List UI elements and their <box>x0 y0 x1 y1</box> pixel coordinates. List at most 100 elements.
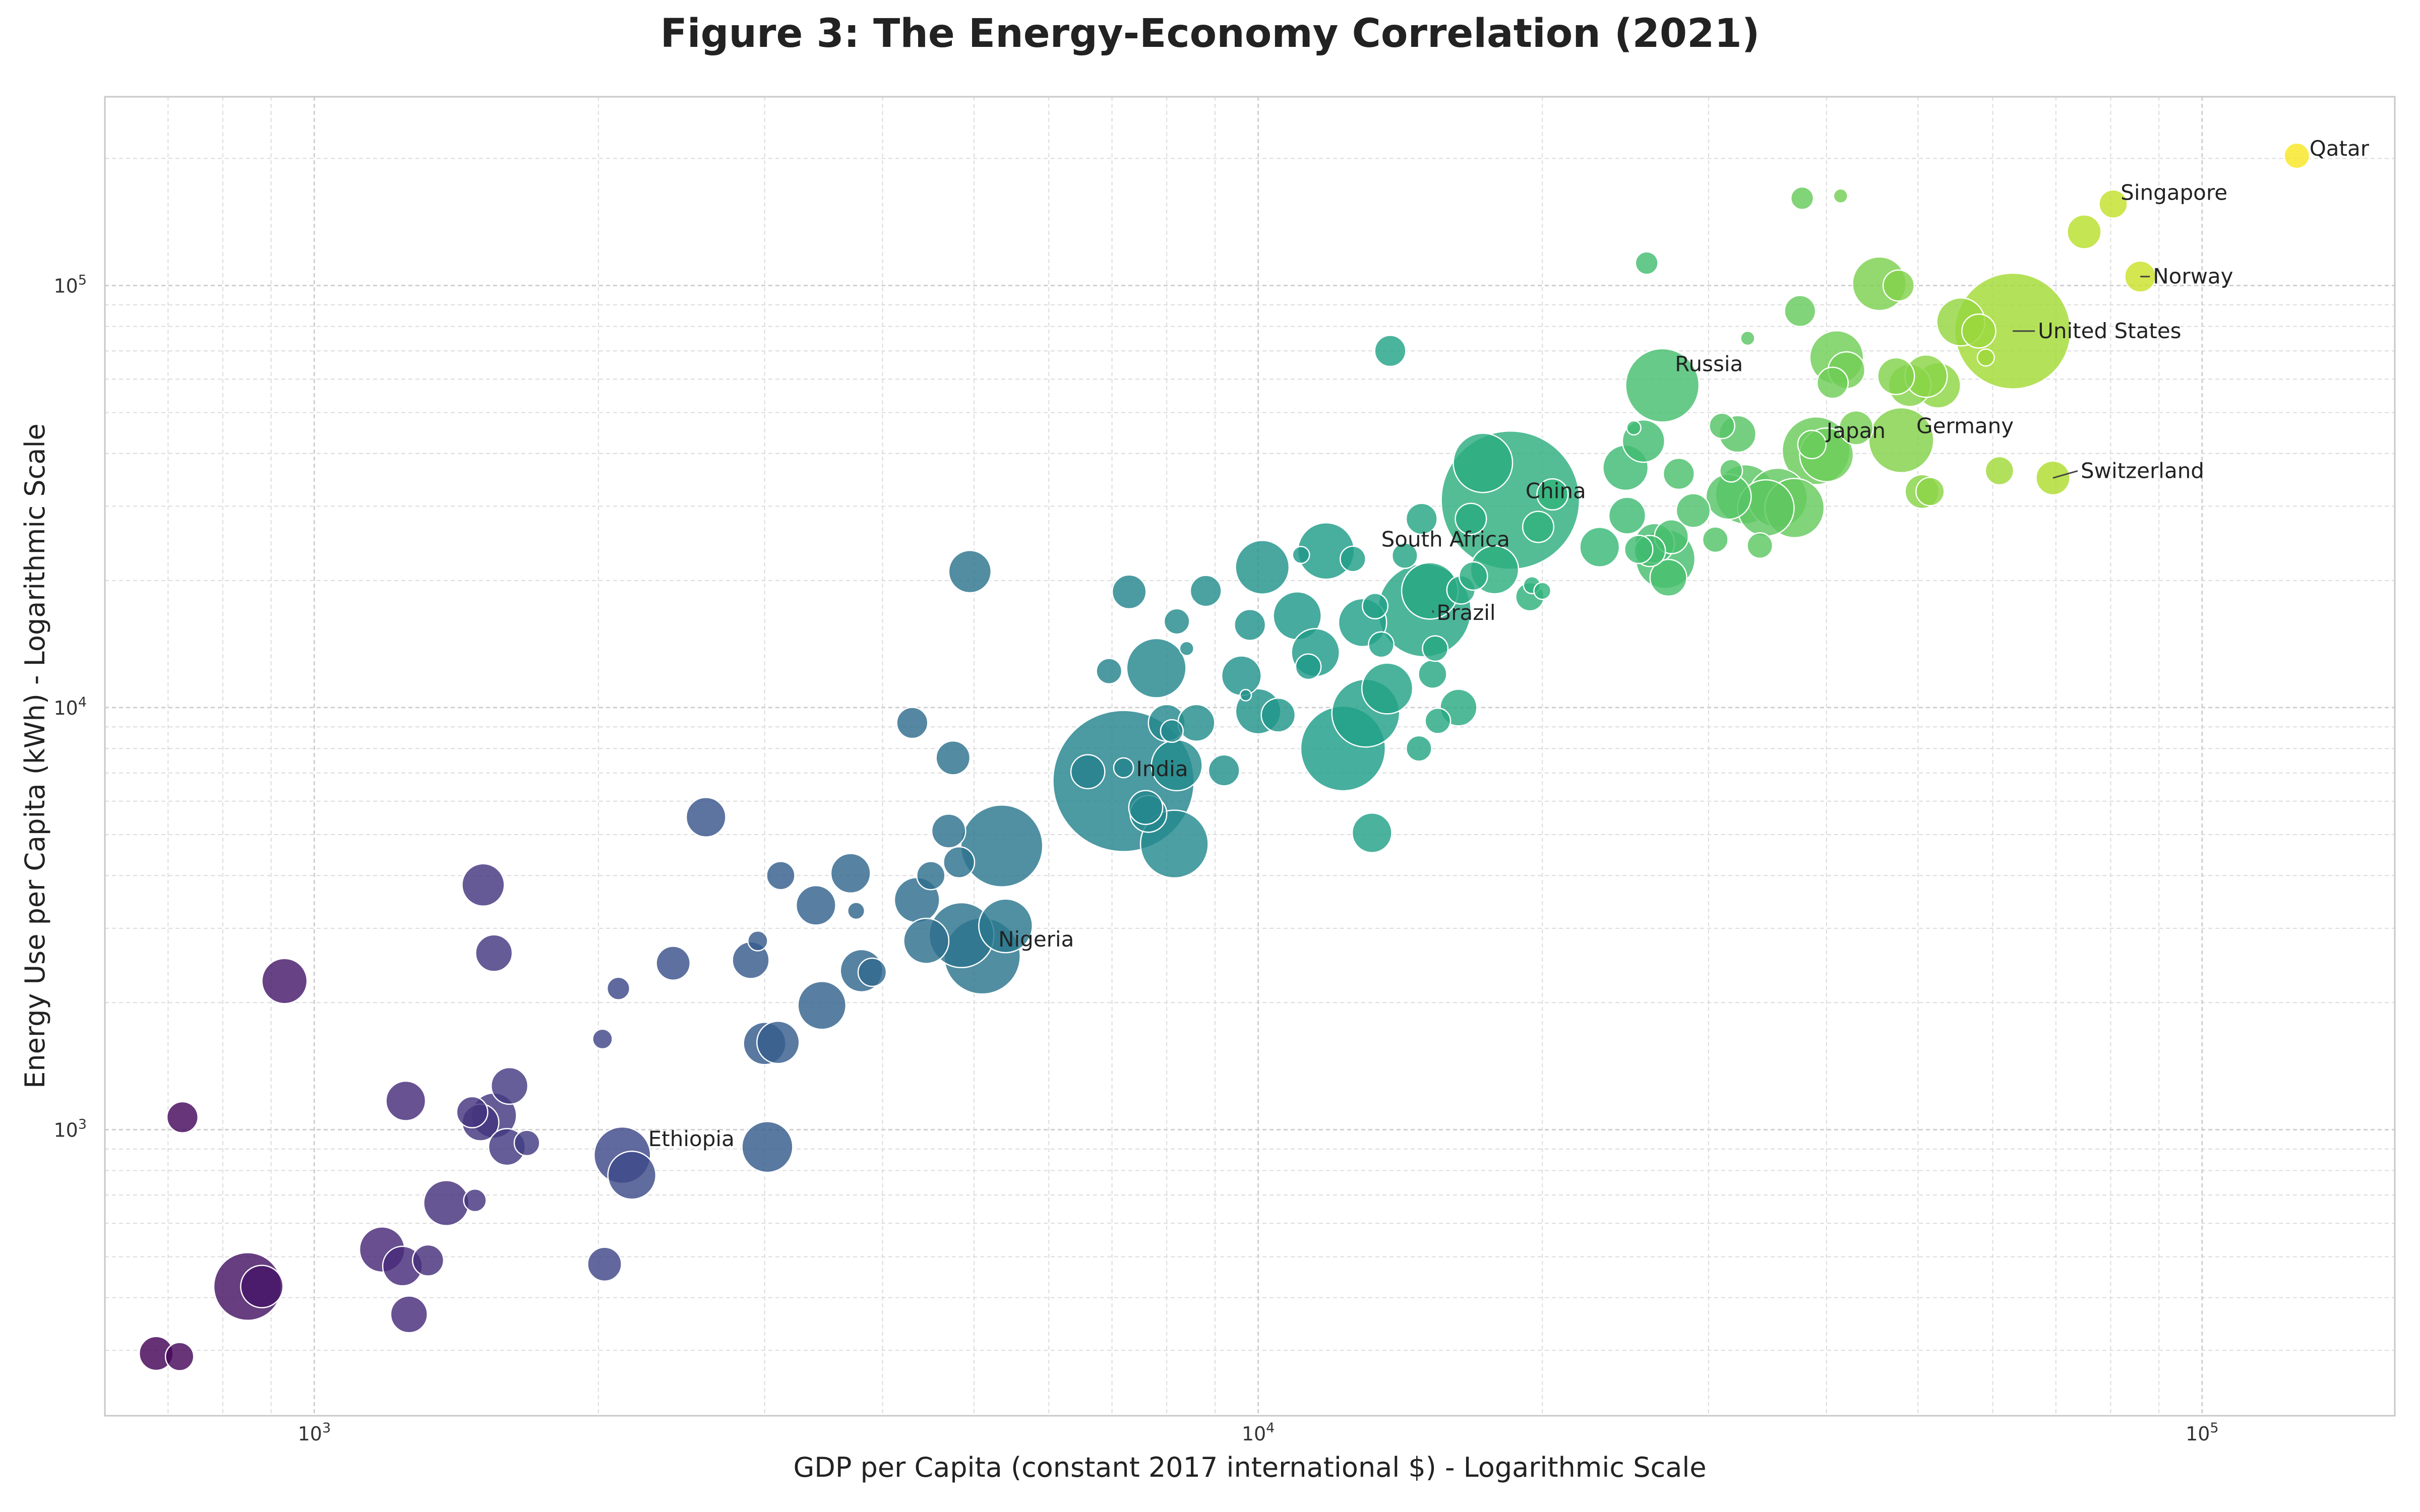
data-point <box>1877 357 1915 395</box>
data-point <box>1128 790 1164 825</box>
annotation-label: United States <box>2038 319 2181 343</box>
data-point <box>1239 688 1252 702</box>
annotation-label: Japan <box>1825 418 1886 443</box>
data-point <box>1113 757 1134 779</box>
annotation-leader <box>2052 470 2078 479</box>
plot-frame <box>104 96 2396 1417</box>
data-point <box>747 930 768 952</box>
data-point <box>587 1246 622 1282</box>
annotation-label: Brazil <box>1436 600 1495 625</box>
data-point <box>1160 719 1184 743</box>
data-point <box>1163 608 1190 635</box>
y-axis-label: Energy Use per Capita (kWh) - Logarithmi… <box>19 423 51 1088</box>
data-point <box>795 885 836 926</box>
data-point <box>1235 540 1290 595</box>
data-point <box>1234 608 1266 641</box>
annotation-label: India <box>1136 757 1188 781</box>
data-point <box>1608 496 1647 535</box>
data-point <box>1976 348 1995 367</box>
data-point <box>943 846 976 878</box>
data-point <box>1424 707 1451 734</box>
annotation-label: Russia <box>1675 352 1743 376</box>
data-point <box>385 1080 427 1121</box>
data-point <box>2098 189 2128 219</box>
data-point <box>1096 658 1123 685</box>
data-point <box>1662 458 1695 490</box>
data-point <box>1624 534 1654 564</box>
data-point <box>1882 269 1915 302</box>
data-point <box>655 946 691 981</box>
data-point <box>463 1188 487 1213</box>
data-point <box>857 957 887 987</box>
data-point <box>1961 313 1996 349</box>
data-point <box>423 1179 470 1227</box>
data-point <box>1797 429 1827 460</box>
data-point <box>1868 407 1934 474</box>
data-point <box>475 934 513 972</box>
x-tick-label: 104 <box>1242 1420 1275 1445</box>
data-point <box>240 1265 284 1308</box>
data-point <box>390 1295 428 1334</box>
annotation-label: Qatar <box>2310 136 2370 161</box>
data-point <box>948 549 992 594</box>
data-point <box>1838 410 1874 446</box>
data-point <box>978 898 1034 954</box>
data-point <box>461 863 505 907</box>
data-point <box>1984 456 2015 486</box>
data-point <box>1459 561 1488 591</box>
data-point <box>685 796 727 838</box>
data-point <box>1453 432 1514 493</box>
data-point <box>1816 366 1849 399</box>
data-point <box>261 958 308 1004</box>
data-point <box>1126 638 1187 699</box>
annotation-label: Nigeria <box>998 927 1074 952</box>
y-tick-label: 105 <box>53 272 87 297</box>
data-point <box>797 980 847 1030</box>
data-point <box>1070 754 1106 789</box>
data-point <box>1189 575 1222 607</box>
data-point <box>1455 502 1487 535</box>
annotation-label: South Africa <box>1381 527 1510 552</box>
data-point <box>166 1101 199 1133</box>
annotation-leader <box>1431 610 1434 613</box>
data-point <box>741 1121 794 1173</box>
annotation-label: Germany <box>1916 413 2014 438</box>
data-point <box>2283 142 2311 169</box>
data-point <box>1207 754 1240 787</box>
annotation-label: Switzerland <box>2081 458 2204 483</box>
data-point <box>1177 704 1216 742</box>
data-point <box>606 976 631 1000</box>
data-point <box>847 902 866 920</box>
data-point <box>1833 188 1849 204</box>
data-point <box>1746 532 1774 559</box>
x-tick-label: 105 <box>2186 1420 2219 1445</box>
data-point <box>1579 527 1620 568</box>
data-point <box>1361 662 1414 715</box>
data-point <box>1368 631 1395 658</box>
data-point <box>1221 655 1262 697</box>
data-point <box>766 860 796 891</box>
data-points <box>138 142 2311 1371</box>
data-point <box>756 1020 800 1064</box>
data-point <box>1418 659 1447 689</box>
chart-title: Figure 3: The Energy-Economy Correlation… <box>660 11 1760 56</box>
data-point <box>1111 574 1147 610</box>
y-tick-label: 104 <box>53 695 87 719</box>
grid-lines <box>104 97 2395 1416</box>
data-point <box>412 1244 445 1277</box>
data-point <box>960 804 1044 888</box>
x-tick-label: 103 <box>298 1420 331 1445</box>
data-point <box>164 1342 195 1371</box>
data-point <box>1295 653 1322 680</box>
data-point <box>1351 812 1393 853</box>
data-point <box>1649 558 1687 597</box>
annotation-label: Ethiopia <box>648 1126 735 1151</box>
data-point <box>2124 260 2157 293</box>
data-point <box>1702 526 1729 553</box>
data-point <box>456 1096 489 1128</box>
data-point <box>830 853 871 894</box>
data-point <box>1522 511 1555 543</box>
data-point <box>513 1129 540 1157</box>
annotation-label: Norway <box>2153 264 2233 289</box>
